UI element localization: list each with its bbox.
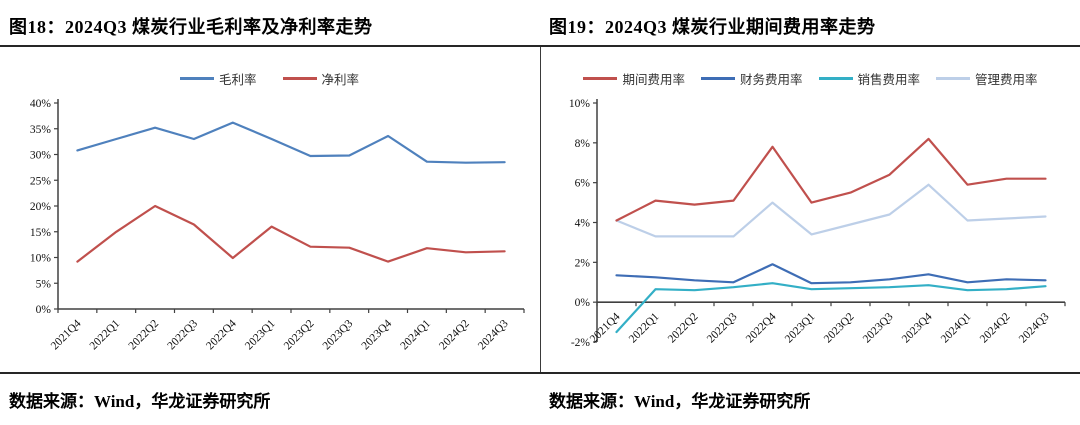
footer-rule: [0, 372, 1080, 374]
x-tick-label: 2023Q2: [282, 317, 317, 352]
y-tick-label: 30%: [30, 150, 52, 162]
x-tick-label: 2022Q2: [127, 317, 162, 352]
x-tick-label: 2024Q3: [476, 317, 511, 352]
y-tick-label: 0%: [575, 297, 591, 309]
y-tick-label: -2%: [571, 337, 591, 349]
x-tick-label: 2023Q2: [822, 311, 857, 346]
x-tick-label: 2021Q4: [588, 311, 623, 346]
expense-chart-panel: 期间费用率 财务费用率 销售费用率 管理费用率 -2% 0% 2% 4% 6% 8% 10% 202…: [541, 47, 1080, 372]
expense-line-chart: -2%0%2%4%6%8%10%2021Q4 2022Q1 2022Q2 2022Q3…: [569, 98, 1066, 349]
y-tick-label: 35%: [30, 124, 52, 136]
legend-item: 销售费用率: [818, 69, 921, 88]
x-tick-label: 2023Q3: [321, 317, 356, 352]
series-line-管理费用率: [615, 183, 1047, 238]
x-tick-label: 2022Q3: [165, 317, 200, 352]
x-tick-label: 2023Q4: [360, 317, 395, 352]
series-line-毛利率: [76, 121, 506, 164]
x-tick-label: 2022Q3: [705, 311, 740, 346]
legend-label: 管理费用率: [975, 73, 1038, 87]
x-tick-label: 2023Q1: [243, 317, 278, 352]
y-tick-label: 4%: [575, 218, 591, 230]
legend-item: 期间费用率: [583, 69, 685, 88]
legend-line-swatch: [818, 77, 853, 80]
margin-line-chart: 0%5%10%15%20%25%30%35%40%2021Q4 2022Q1 202…: [30, 98, 525, 352]
legend-line-swatch: [583, 77, 618, 80]
x-tick-label: 2023Q4: [900, 311, 935, 346]
chart19-title: 图19：2024Q3 煤炭行业期间费用率走势: [549, 17, 876, 37]
legend-item: 毛利率: [179, 69, 257, 88]
legend-line-swatch: [282, 77, 317, 80]
x-tick-label: 2022Q4: [204, 317, 239, 352]
y-tick-label: 2%: [575, 257, 591, 269]
legend-line-swatch: [936, 77, 971, 80]
panel-divider: [540, 47, 541, 372]
margin-chart-legend: 毛利率 净利率: [0, 69, 539, 88]
series-line-财务费用率: [615, 263, 1047, 285]
x-tick-label: 2022Q2: [666, 311, 701, 346]
chart19-source: 数据来源：Wind，华龙证券研究所: [549, 392, 811, 411]
y-tick-label: 15%: [30, 227, 52, 239]
legend-label: 净利率: [321, 73, 360, 87]
series-line-净利率: [76, 204, 506, 263]
legend-label: 期间费用率: [622, 73, 685, 87]
x-tick-label: 2022Q1: [88, 317, 123, 352]
x-tick-label: 2024Q1: [398, 317, 433, 352]
series-line-期间费用率: [615, 137, 1047, 222]
y-tick-label: 40%: [30, 98, 52, 110]
legend-item: 财务费用率: [700, 69, 803, 88]
chart18-title: 图18：2024Q3 煤炭行业毛利率及净利率走势: [9, 17, 373, 37]
legend-label: 销售费用率: [857, 73, 921, 87]
y-tick-label: 8%: [575, 138, 591, 150]
x-tick-label: 2021Q4: [49, 317, 84, 352]
x-tick-label: 2022Q4: [744, 311, 779, 346]
x-tick-label: 2024Q2: [978, 311, 1013, 346]
legend-line-swatch: [700, 77, 735, 80]
y-tick-label: 25%: [30, 175, 52, 187]
y-tick-label: 5%: [36, 278, 52, 290]
legend-item: 管理费用率: [936, 69, 1038, 88]
x-tick-label: 2023Q1: [783, 311, 818, 346]
y-tick-label: 10%: [30, 253, 52, 265]
legend-label: 毛利率: [218, 73, 257, 87]
legend-line-swatch: [179, 77, 214, 80]
series-line-销售费用率: [615, 282, 1047, 334]
margin-chart-panel: 毛利率 净利率 0% 5% 10% 15% 20% 25% 30% 35% 40% 2021Q4 20…: [0, 47, 539, 372]
sources-row: 数据来源：Wind，华龙证券研究所 数据来源：Wind，华龙证券研究所: [0, 374, 1080, 425]
x-tick-label: 2023Q3: [861, 311, 896, 346]
header-rule: [0, 45, 1080, 47]
x-tick-label: 2024Q3: [1017, 311, 1052, 346]
expense-chart-legend: 期间费用率 财务费用率 销售费用率 管理费用率: [541, 69, 1080, 88]
legend-item: 净利率: [282, 69, 360, 88]
legend-label: 财务费用率: [739, 73, 803, 87]
titles-row: 图18：2024Q3 煤炭行业毛利率及净利率走势 图19：2024Q3 煤炭行业…: [0, 0, 1080, 44]
y-tick-label: 0%: [36, 304, 52, 316]
x-tick-label: 2024Q1: [939, 311, 974, 346]
x-tick-label: 2024Q2: [437, 317, 472, 352]
y-tick-label: 6%: [575, 178, 591, 190]
y-tick-label: 10%: [569, 98, 591, 110]
chart18-source: 数据来源：Wind，华龙证券研究所: [9, 392, 271, 411]
y-tick-label: 20%: [30, 201, 52, 213]
